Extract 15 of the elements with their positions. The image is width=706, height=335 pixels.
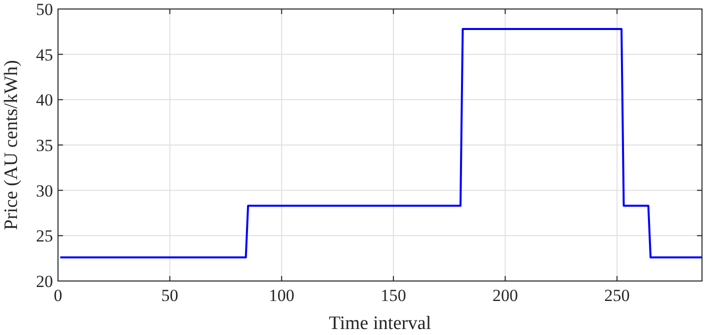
y-tick-label: 30 [36, 181, 53, 200]
y-tick-label: 35 [36, 136, 53, 155]
x-tick-label: 0 [54, 286, 62, 305]
y-tick-label: 40 [36, 90, 53, 110]
x-tick-label: 200 [492, 286, 518, 305]
y-tick-label: 20 [36, 272, 53, 291]
y-tick-label: 25 [36, 226, 53, 246]
y-tick-label: 50 [36, 0, 53, 19]
x-tick-label: 150 [380, 286, 406, 305]
y-axis-title: Price (AU cents/kWh) [1, 60, 22, 230]
x-tick-label: 50 [161, 286, 178, 305]
x-tick-label: 100 [268, 286, 294, 305]
y-tick-label: 45 [36, 45, 53, 64]
x-axis-title: Time interval [328, 313, 432, 334]
x-tick-label: 250 [604, 286, 630, 305]
